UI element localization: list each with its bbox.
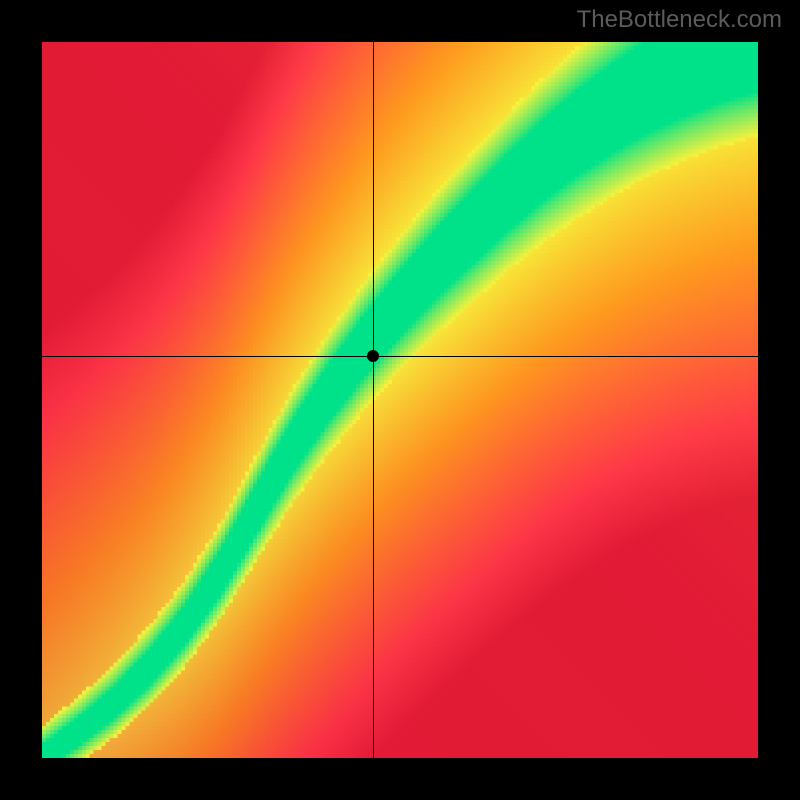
chart-frame: TheBottleneck.com [0, 0, 800, 800]
crosshair-vertical [373, 42, 374, 758]
crosshair-dot [367, 350, 379, 362]
crosshair-horizontal [42, 356, 758, 357]
attribution-text: TheBottleneck.com [577, 6, 782, 34]
heatmap-plot [42, 42, 758, 758]
heatmap-canvas [42, 42, 758, 758]
